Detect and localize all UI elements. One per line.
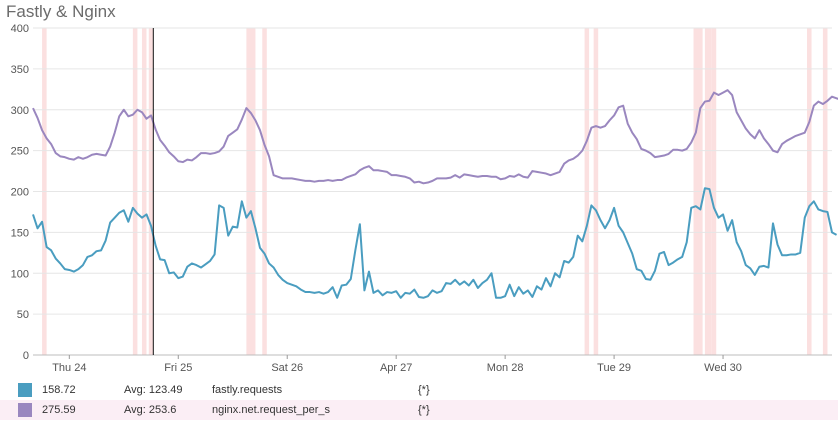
- x-tick-label: Wed 30: [704, 362, 742, 374]
- x-tick-label: Tue 29: [597, 362, 631, 374]
- legend-row-fastly[interactable]: 158.72 Avg: 123.49 fastly.requests {*}: [0, 380, 838, 400]
- panel-title: Fastly & Nginx: [6, 2, 116, 21]
- legend-metric-name: fastly.requests: [212, 384, 283, 396]
- legend-metric-name: nginx.net.request_per_s: [212, 404, 331, 416]
- legend-average: Avg: 123.49: [124, 384, 183, 396]
- series-line-nginx-net-request-per-s: [32, 89, 838, 185]
- legend-row-nginx[interactable]: 275.59 Avg: 253.6 nginx.net.request_per_…: [0, 400, 838, 420]
- series-lines: [32, 89, 838, 299]
- x-axis: Thu 24 Fri 25 Sat 26 Apr 27 Mon 28 Tue 29 Wed …: [52, 355, 742, 374]
- y-tick-label: 0: [23, 350, 29, 362]
- x-tick-label: Mon 28: [487, 362, 524, 374]
- grid-lines: [33, 27, 832, 356]
- timeseries-chart[interactable]: 0 50 100 150 200 250 300 350 400 Thu 24 Fri 25 Sat…: [0, 0, 838, 380]
- y-tick-label: 300: [11, 105, 29, 117]
- y-axis: 0 50 100 150 200 250 300 350 400: [11, 23, 29, 362]
- legend-average: Avg: 253.6: [124, 404, 177, 416]
- legend-scope: {*}: [418, 404, 430, 416]
- legend-current-value: 158.72: [42, 384, 76, 396]
- x-tick-label: Fri 25: [164, 362, 192, 374]
- legend: 158.72 Avg: 123.49 fastly.requests {*} 2…: [0, 380, 838, 420]
- series-color-swatch: [18, 403, 32, 417]
- y-tick-label: 200: [11, 187, 29, 199]
- legend-scope: {*}: [418, 384, 430, 396]
- legend-current-value: 275.59: [42, 404, 76, 416]
- y-tick-label: 50: [17, 309, 29, 321]
- x-tick-label: Apr 27: [380, 362, 412, 374]
- y-tick-label: 250: [11, 146, 29, 158]
- x-tick-label: Thu 24: [52, 362, 86, 374]
- series-line-fastly-requests: [32, 187, 838, 299]
- series-color-swatch: [18, 383, 32, 397]
- y-tick-label: 400: [11, 23, 29, 35]
- y-tick-label: 350: [11, 64, 29, 76]
- x-tick-label: Sat 26: [271, 362, 303, 374]
- y-tick-label: 150: [11, 227, 29, 239]
- y-tick-label: 100: [11, 268, 29, 280]
